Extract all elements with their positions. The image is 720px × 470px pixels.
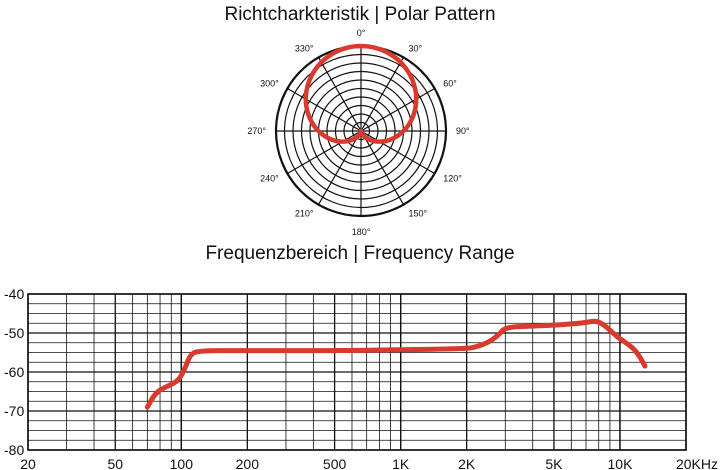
polar-spoke [317, 130, 362, 205]
frequency-x-tick-label: 20 [20, 456, 36, 470]
frequency-y-tick-label: -80 [4, 442, 24, 458]
frequency-grid [27, 293, 687, 451]
polar-angle-labels: 0° 30° 60° 90° 120° 150° 180° 210° 240° 270° 300° 3… [247, 28, 470, 235]
frequency-x-tick-labels: 20 50 100 200 500 1K 2K 5K 10K 20KHz [20, 456, 718, 470]
frequency-x-tick-label: 20KHz [676, 456, 718, 470]
frequency-y-tick-labels: -40 -50 -60 -70 -80 [4, 286, 24, 458]
polar-angle-label: 270° [247, 126, 266, 136]
polar-angle-label: 240° [260, 174, 279, 184]
polar-angle-label: 210° [295, 208, 314, 218]
polar-angle-label: 90° [456, 126, 470, 136]
polar-pattern-title: Richtcharkteristik | Polar Pattern [224, 4, 496, 25]
polar-angle-label: 180° [352, 227, 371, 235]
polar-spoke [360, 87, 435, 132]
frequency-x-tick-label: 10K [608, 456, 634, 470]
polar-spoke [287, 130, 362, 175]
polar-spoke [360, 130, 405, 205]
frequency-x-tick-label: 100 [170, 456, 194, 470]
polar-spoke [360, 130, 435, 175]
polar-angle-label: 0° [357, 28, 366, 38]
polar-spoke [360, 57, 405, 132]
frequency-y-tick-label: -70 [4, 403, 24, 419]
polar-angle-label: 30° [409, 44, 423, 54]
frequency-y-tick-label: -40 [4, 286, 24, 302]
frequency-x-tick-label: 200 [236, 456, 260, 470]
frequency-y-tick-label: -50 [4, 325, 24, 341]
frequency-x-tick-label: 1K [392, 456, 410, 470]
frequency-x-tick-label: 500 [323, 456, 347, 470]
polar-pattern-chart: 0° 30° 60° 90° 120° 150° 180° 210° 240° 270° 300° 3… [247, 28, 470, 235]
polar-spoke [287, 87, 362, 132]
frequency-x-tick-label: 5K [545, 456, 563, 470]
frequency-x-tick-label: 50 [107, 456, 123, 470]
frequency-x-tick-label: 2K [458, 456, 476, 470]
polar-pattern-curve [303, 43, 419, 144]
polar-angle-label: 330° [295, 44, 314, 54]
polar-angle-label: 60° [443, 79, 457, 89]
polar-angle-label: 150° [409, 208, 428, 218]
frequency-response-curve [144, 318, 648, 410]
polar-angle-label: 300° [260, 79, 279, 89]
frequency-plot-frame [27, 293, 687, 451]
frequency-range-title: Frequenzbereich | Frequency Range [205, 243, 515, 264]
frequency-y-tick-label: -60 [4, 364, 24, 380]
polar-angle-label: 120° [443, 174, 462, 184]
polar-spoke [317, 57, 362, 132]
